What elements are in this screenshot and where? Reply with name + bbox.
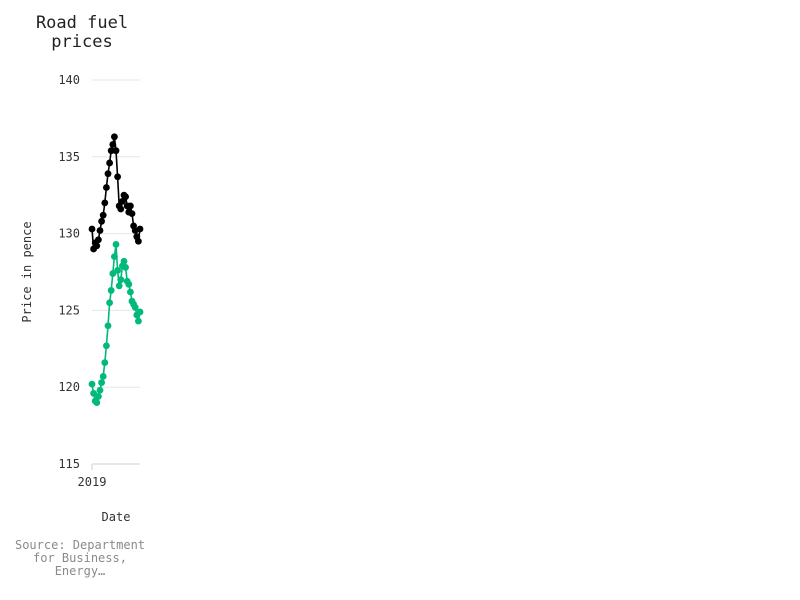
series-1-point — [99, 211, 107, 219]
series-1-point — [101, 199, 109, 207]
series-1-point — [95, 236, 102, 244]
y-tick-label: 115 — [58, 457, 80, 471]
x-tick-label-2019: 2019 — [78, 475, 107, 489]
series-1-point — [96, 227, 104, 234]
series-2-point — [98, 379, 105, 386]
y-tick-label: 120 — [58, 380, 80, 394]
y-tick-label: 130 — [58, 227, 80, 241]
series-2-point — [122, 263, 129, 271]
y-tick-label: 135 — [58, 150, 80, 164]
series-1-point — [111, 133, 118, 141]
series-2-point — [96, 386, 104, 394]
series-2-point — [131, 303, 139, 311]
series-2-point — [107, 287, 115, 294]
source-note: Source: Department for Business, Energy… — [14, 538, 146, 578]
series-2-point — [106, 299, 113, 307]
series-1-point — [93, 242, 101, 250]
series-2-point — [101, 359, 109, 367]
series-2-point — [88, 380, 96, 388]
series-1-point — [88, 225, 96, 233]
series-2-point — [104, 322, 112, 330]
axes: 2019 Date Price in pence — [20, 221, 140, 524]
series-1-point — [126, 202, 134, 210]
y-grid: 115 120 125 130 135 140 — [58, 73, 140, 471]
series-1-point — [98, 217, 105, 225]
series-1-point — [109, 141, 117, 148]
series-1-point — [128, 210, 136, 218]
series-2-point — [103, 342, 110, 350]
series-1-point — [136, 225, 144, 233]
series-2-point — [126, 288, 134, 296]
series-2-point — [115, 282, 123, 290]
series-1-point — [114, 173, 121, 181]
series-lines — [88, 133, 144, 406]
series-2-point — [112, 240, 120, 248]
series-1-point — [107, 147, 115, 155]
series-2-point — [93, 399, 101, 406]
series-2-point — [99, 373, 107, 380]
series-1-point — [104, 170, 112, 178]
y-tick-label: 140 — [58, 73, 80, 87]
series-2-point — [135, 317, 142, 325]
series-2-point — [111, 253, 118, 261]
series-2-point — [120, 257, 128, 265]
series-2-point — [95, 393, 102, 400]
series-1-point — [112, 147, 120, 155]
chart-title: Road fuel prices — [35, 13, 129, 52]
y-tick-label: 125 — [58, 303, 80, 317]
series-1-point — [135, 237, 142, 245]
series-2-point — [136, 308, 144, 316]
series-2-point — [125, 280, 133, 288]
y-axis-label: Price in pence — [20, 221, 34, 322]
series-1-point — [122, 193, 129, 201]
series-1-point — [117, 205, 125, 213]
series-2-point — [114, 267, 121, 274]
series-1-point — [106, 159, 113, 167]
series-2-point — [117, 276, 125, 284]
x-axis-label: Date — [102, 510, 131, 524]
series-1-point — [103, 184, 110, 191]
